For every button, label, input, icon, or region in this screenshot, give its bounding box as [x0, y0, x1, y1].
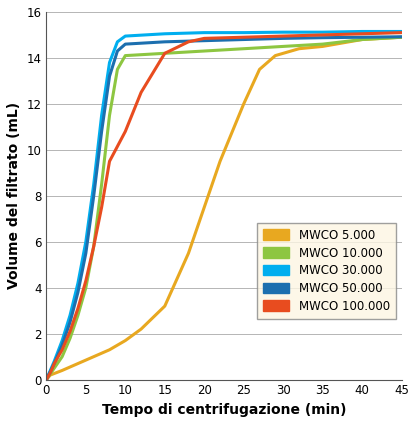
- Y-axis label: Volume del filtrato (mL): Volume del filtrato (mL): [7, 102, 21, 289]
- X-axis label: Tempo di centrifugazione (min): Tempo di centrifugazione (min): [102, 403, 346, 417]
- Legend: MWCO 5.000, MWCO 10.000, MWCO 30.000, MWCO 50.000, MWCO 100.000: MWCO 5.000, MWCO 10.000, MWCO 30.000, MW…: [258, 223, 396, 318]
